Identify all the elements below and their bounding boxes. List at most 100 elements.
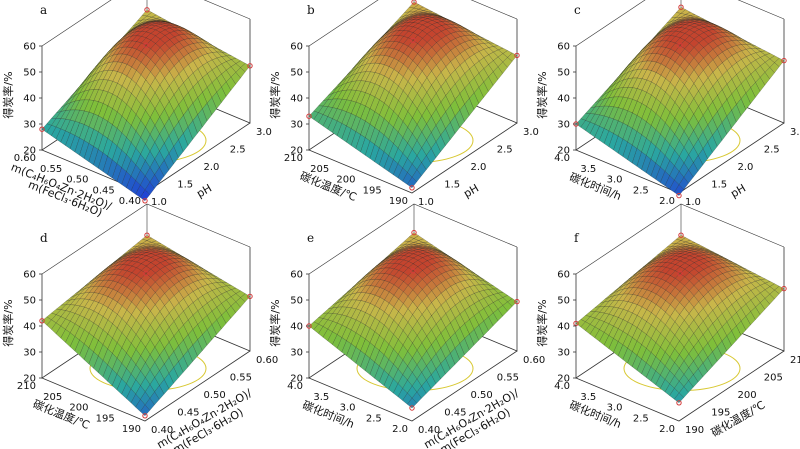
y-tick-label: 2.5 bbox=[764, 145, 780, 156]
design-point bbox=[247, 63, 253, 69]
x-tick-label: 200 bbox=[69, 403, 88, 414]
z-tick-label: 50 bbox=[557, 296, 570, 307]
x-tick-label: 2.0 bbox=[392, 424, 408, 435]
x-tick-label: 195 bbox=[96, 413, 115, 424]
y-tick-label: 210 bbox=[790, 355, 800, 366]
y-tick-label: 1.5 bbox=[711, 180, 727, 191]
design-point bbox=[411, 229, 417, 236]
surface-mesh bbox=[308, 232, 518, 409]
x-tick-label: 2.5 bbox=[633, 413, 649, 424]
design-point bbox=[143, 270, 149, 277]
floor-edge bbox=[41, 350, 251, 422]
z-tick-label: 60 bbox=[23, 270, 36, 281]
x-tick-label: 0.50 bbox=[66, 175, 88, 186]
panel-letter: b bbox=[307, 3, 315, 17]
x-tick-label: 2.5 bbox=[633, 185, 649, 196]
x-tick-label: 3.0 bbox=[607, 175, 623, 186]
floor-edge bbox=[575, 350, 785, 422]
design-point bbox=[781, 57, 787, 64]
y-axis-label: pH bbox=[194, 182, 214, 201]
surface-cell bbox=[674, 184, 685, 196]
z-axis-label: 得炭率/% bbox=[535, 71, 549, 118]
surface-cell bbox=[674, 392, 685, 404]
x-tick-label: 190 bbox=[389, 196, 408, 207]
z-tick-label: 50 bbox=[23, 296, 36, 307]
y-tick-label: 1.0 bbox=[685, 197, 701, 208]
z-tick-label: 40 bbox=[557, 322, 570, 333]
y-tick-label: 0.50 bbox=[471, 390, 493, 401]
z-tick-label: 40 bbox=[290, 94, 303, 105]
design-point bbox=[514, 298, 520, 305]
x-tick-label: 0.45 bbox=[92, 185, 114, 196]
design-point bbox=[144, 7, 150, 13]
y-tick-label: 0.40 bbox=[151, 425, 173, 436]
x-tick-label: 3.5 bbox=[580, 392, 596, 403]
y-tick-label: 0.55 bbox=[497, 373, 519, 384]
design-point bbox=[39, 126, 45, 132]
y-tick-label: 2.0 bbox=[738, 162, 754, 173]
z-axis-label: 得炭率/% bbox=[1, 71, 15, 118]
design-point bbox=[678, 232, 684, 238]
y-tick-label: 0.45 bbox=[177, 408, 199, 419]
design-point bbox=[410, 268, 416, 274]
top-edge bbox=[575, 0, 785, 47]
y-tick-label: 2.5 bbox=[230, 145, 246, 156]
z-tick-label: 40 bbox=[23, 322, 36, 333]
surface-mesh bbox=[308, 1, 518, 189]
surface-mesh bbox=[575, 6, 785, 196]
x-tick-label: 205 bbox=[310, 164, 329, 175]
z-axis-label: 得炭率/% bbox=[268, 299, 282, 346]
x-tick-label: 2.0 bbox=[659, 196, 675, 207]
design-point bbox=[409, 185, 415, 191]
design-point bbox=[142, 198, 148, 204]
z-tick-label: 60 bbox=[557, 42, 570, 53]
surface-cell bbox=[407, 176, 418, 189]
z-axis-label: 得炭率/% bbox=[1, 299, 15, 346]
z-axis-label: 得炭率/% bbox=[268, 71, 282, 118]
z-tick-label: 30 bbox=[557, 348, 570, 359]
design-point bbox=[143, 42, 149, 49]
panel-letter: d bbox=[40, 231, 48, 245]
x-tick-label: 3.0 bbox=[607, 403, 623, 414]
z-tick-label: 30 bbox=[290, 348, 303, 359]
z-tick-label: 40 bbox=[290, 322, 303, 333]
y-tick-label: 1.0 bbox=[151, 197, 167, 208]
z-tick-label: 50 bbox=[290, 68, 303, 79]
panel-letter: f bbox=[574, 231, 580, 245]
y-tick-label: 2.0 bbox=[204, 162, 220, 173]
y-tick-label: 200 bbox=[738, 390, 757, 401]
x-tick-label: 0.60 bbox=[14, 153, 36, 164]
design-point bbox=[142, 413, 148, 419]
z-axis-label: 得炭率/% bbox=[535, 299, 549, 346]
surface-mesh bbox=[41, 234, 251, 417]
z-tick-label: 60 bbox=[290, 270, 303, 281]
design-point bbox=[247, 293, 253, 300]
top-edge bbox=[41, 203, 251, 275]
y-tick-label: 3.0 bbox=[256, 127, 272, 138]
top-edge bbox=[41, 0, 251, 47]
panel-letter: c bbox=[574, 3, 581, 17]
design-point bbox=[678, 4, 684, 10]
y-tick-label: 0.55 bbox=[230, 373, 252, 384]
z-tick-label: 60 bbox=[290, 42, 303, 53]
z-tick-label: 40 bbox=[557, 94, 570, 105]
z-tick-label: 60 bbox=[557, 270, 570, 281]
z-tick-label: 20 bbox=[290, 374, 303, 385]
x-tick-label: 4.0 bbox=[554, 153, 570, 164]
panel-letter: a bbox=[40, 3, 47, 17]
z-tick-label: 20 bbox=[23, 374, 36, 385]
y-axis-label: pH bbox=[461, 182, 481, 201]
x-tick-label: 205 bbox=[43, 392, 62, 403]
surface-mesh bbox=[575, 234, 785, 404]
floor-edge bbox=[308, 350, 518, 422]
design-point bbox=[306, 113, 312, 119]
surface-mesh bbox=[41, 9, 251, 202]
z-tick-label: 20 bbox=[23, 146, 36, 157]
z-tick-label: 50 bbox=[290, 296, 303, 307]
top-edge bbox=[575, 203, 785, 275]
